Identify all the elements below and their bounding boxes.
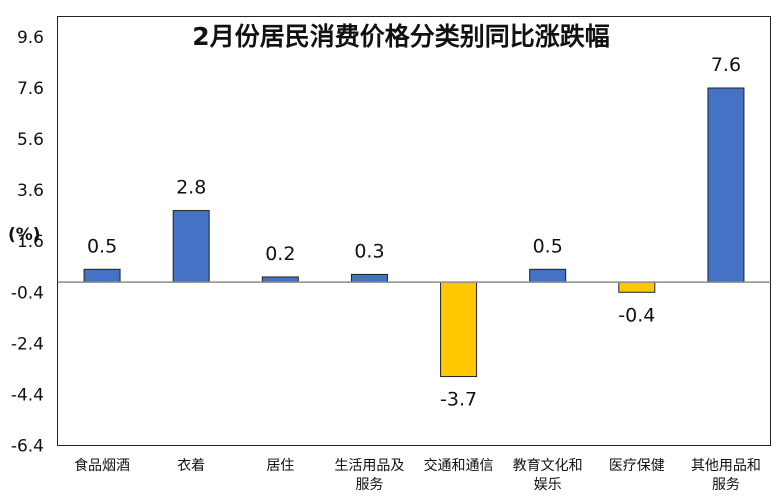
data-label: 0.5 — [533, 235, 563, 257]
bar — [618, 281, 656, 293]
category-label: 交通和通信 — [424, 457, 494, 474]
category-label: 居住 — [266, 458, 294, 474]
bar — [83, 268, 121, 283]
y-tick-label: 5.6 — [17, 130, 44, 150]
bar — [172, 210, 210, 283]
chart-title: 2月份居民消费价格分类别同比涨跌幅 — [192, 22, 609, 51]
category-label: 娱乐 — [534, 477, 562, 493]
y-tick-label: -0.4 — [11, 283, 44, 303]
data-label: 0.2 — [265, 243, 295, 265]
bar — [529, 268, 567, 283]
category-label: 服务 — [355, 477, 383, 493]
y-tick-label: 9.6 — [17, 28, 44, 48]
category-label: 其他用品和 — [691, 458, 761, 474]
category-label: 医疗保健 — [609, 458, 665, 474]
category-label: 生活用品及 — [334, 458, 404, 474]
y-axis-unit-label: (%) — [8, 225, 41, 245]
bar — [350, 273, 388, 283]
data-label: -3.7 — [440, 389, 477, 411]
bar — [707, 87, 745, 283]
data-label: 2.8 — [176, 177, 206, 199]
y-tick-label: 1.6 — [17, 232, 44, 252]
data-label: 7.6 — [711, 54, 741, 76]
category-label: 服务 — [712, 477, 740, 493]
y-tick-label: 7.6 — [17, 79, 44, 99]
y-tick-label: 3.6 — [17, 181, 44, 201]
category-label: 教育文化和 — [513, 458, 583, 474]
data-label: -0.4 — [618, 304, 655, 326]
data-label: 0.5 — [87, 235, 117, 257]
category-label: 食品烟酒 — [74, 457, 130, 474]
y-tick-label: -2.4 — [11, 334, 44, 354]
category-label: 衣着 — [177, 458, 205, 474]
plot-area — [57, 16, 771, 446]
bar — [261, 276, 299, 283]
y-tick-label: -4.4 — [11, 385, 44, 405]
bar — [440, 281, 478, 378]
y-tick-label: -6.4 — [11, 437, 44, 457]
data-label: 0.3 — [354, 240, 384, 262]
